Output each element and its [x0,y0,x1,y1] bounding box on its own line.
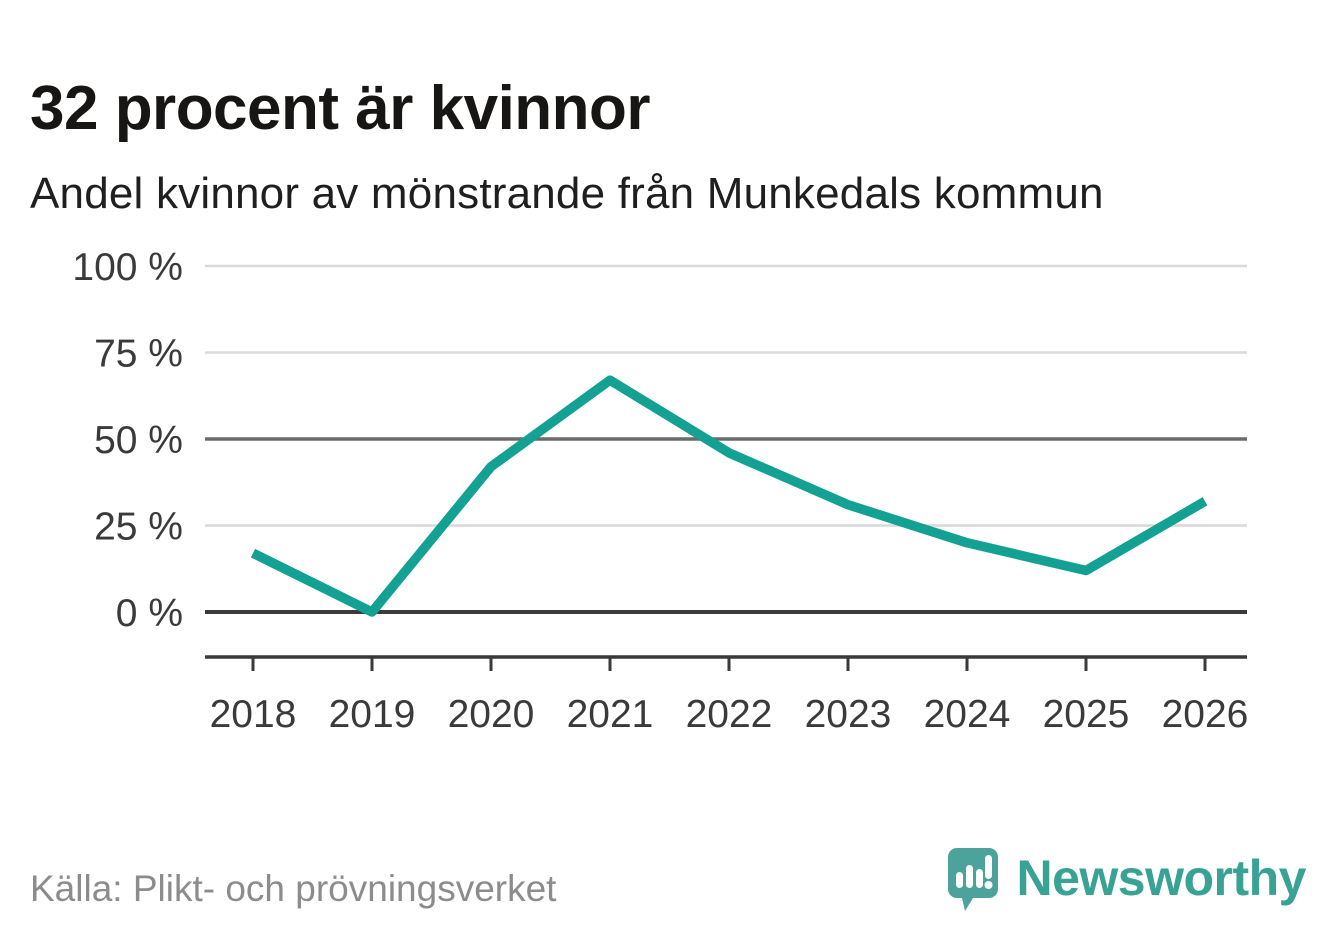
y-axis-label-50pct: 50 % [94,419,183,462]
newsworthy-logo-icon [948,848,999,911]
exclamation-bar [985,855,993,879]
brand-footer: Newsworthy [944,842,1306,920]
data-line-andel-kvinnor [250,375,1208,617]
line-chart: 0 % 25 % 50 % 75 % 100 % 2018 2019 2020 2021 2022… [72,246,1249,736]
brand-name: Newsworthy [1016,850,1306,906]
x-axis-label-2023: 2023 [805,693,892,736]
y-axis-label-100pct: 100 % [72,246,183,289]
x-axis-label-2021: 2021 [567,693,654,736]
x-axis-label-2025: 2025 [1043,693,1130,736]
x-axis-label-2018: 2018 [210,693,297,736]
y-axis-label-0pct: 0 % [116,592,183,635]
x-axis-label-2026: 2026 [1162,693,1249,736]
bar-short [956,872,964,888]
chart-headline: 32 procent är kvinnor [30,73,651,143]
bar-tall [966,865,974,888]
x-axis-label-2020: 2020 [448,693,535,736]
bar-mid [976,869,984,888]
x-axis-label-2024: 2024 [924,693,1011,736]
y-axis-label-75pct: 75 % [94,333,183,376]
x-axis-label-2019: 2019 [329,693,416,736]
chart-subtitle: Andel kvinnor av mönstrande från Munkeda… [30,169,1104,218]
y-axis-label-25pct: 25 % [94,506,183,549]
x-axis-label-2022: 2022 [686,693,773,736]
exclamation-dot [984,881,993,889]
source-note: Källa: Plikt- och prövningsverket [30,868,557,909]
